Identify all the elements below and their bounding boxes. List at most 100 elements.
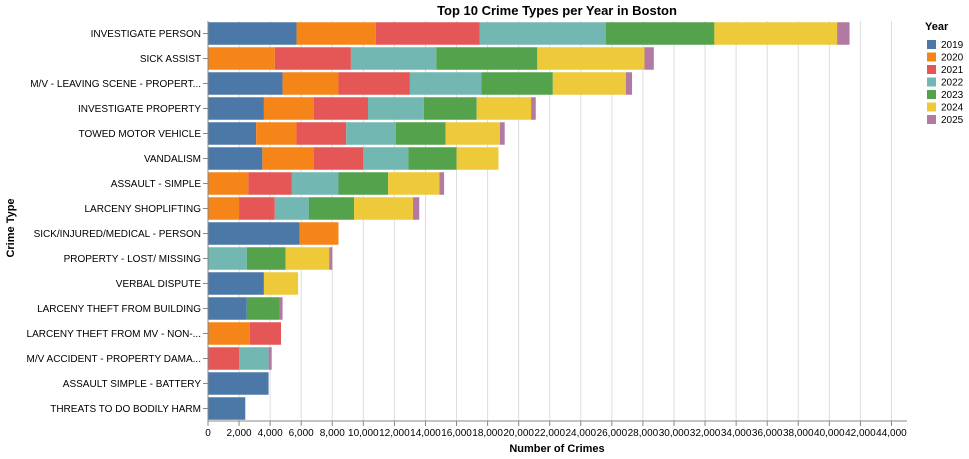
y-tick-label: LARCENY SHOPLIFTING bbox=[84, 204, 201, 215]
x-tick-label: 38,000 bbox=[783, 428, 814, 439]
bars bbox=[208, 22, 850, 420]
x-tick-label: 8,000 bbox=[320, 428, 345, 439]
bar-2024 bbox=[445, 122, 501, 145]
bar-2020 bbox=[208, 322, 250, 345]
bar-2022 bbox=[409, 72, 482, 95]
x-tick-label: 10,000 bbox=[348, 428, 379, 439]
bar-2022 bbox=[363, 147, 409, 170]
y-tick-label: TOWED MOTOR VEHICLE bbox=[79, 129, 202, 140]
bar-2019 bbox=[208, 97, 264, 120]
bar-2022 bbox=[274, 197, 309, 220]
bar-2019 bbox=[208, 22, 297, 45]
x-tick-label: 4,000 bbox=[258, 428, 283, 439]
x-axis-title: Number of Crimes bbox=[509, 443, 604, 455]
bar-2023 bbox=[338, 172, 389, 195]
y-tick-label: VERBAL DISPUTE bbox=[116, 279, 202, 290]
bar-2025 bbox=[279, 297, 283, 320]
x-tick-label: 30,000 bbox=[659, 428, 690, 439]
y-tick-label: INVESTIGATE PROPERTY bbox=[78, 104, 201, 115]
bar-2025 bbox=[531, 97, 536, 120]
x-tick-label: 0 bbox=[205, 428, 211, 439]
x-tick-label: 14,000 bbox=[410, 428, 441, 439]
bar-2023 bbox=[605, 22, 715, 45]
x-tick-label: 36,000 bbox=[752, 428, 783, 439]
legend-swatch-2020 bbox=[927, 52, 936, 62]
legend-label-2019: 2019 bbox=[941, 40, 964, 51]
y-tick-label: M/V ACCIDENT - PROPERTY DAMA... bbox=[27, 354, 201, 365]
x-tick-label: 28,000 bbox=[628, 428, 659, 439]
bar-2023 bbox=[423, 97, 477, 120]
legend-label-2023: 2023 bbox=[941, 90, 964, 101]
bar-2019 bbox=[208, 272, 264, 295]
bar-2023 bbox=[481, 72, 553, 95]
bar-2019 bbox=[208, 397, 246, 420]
bar-2021 bbox=[313, 147, 364, 170]
bar-2021 bbox=[296, 122, 347, 145]
bar-2025 bbox=[644, 47, 654, 70]
bar-2019 bbox=[208, 222, 300, 245]
bar-2021 bbox=[249, 322, 282, 345]
bar-2025 bbox=[500, 122, 505, 145]
y-tick-label: PROPERTY - LOST/ MISSING bbox=[64, 254, 202, 265]
y-tick-label: LARCENY THEFT FROM BUILDING bbox=[37, 304, 201, 315]
legend-label-2024: 2024 bbox=[941, 103, 964, 114]
y-tick-label: ASSAULT SIMPLE - BATTERY bbox=[63, 379, 202, 390]
bar-2024 bbox=[285, 247, 330, 270]
y-tick-label: SICK/INJURED/MEDICAL - PERSON bbox=[34, 229, 201, 240]
y-tick-label: LARCENY THEFT FROM MV - NON-... bbox=[27, 329, 201, 340]
x-tick-label: 44,000 bbox=[876, 428, 907, 439]
bar-2020 bbox=[208, 47, 275, 70]
bar-2021 bbox=[313, 97, 368, 120]
bar-2025 bbox=[413, 197, 420, 220]
bar-2025 bbox=[439, 172, 445, 195]
bar-2024 bbox=[537, 47, 645, 70]
legend-swatch-2021 bbox=[927, 65, 936, 74]
x-tick-label: 6,000 bbox=[289, 428, 314, 439]
legend-swatch-2025 bbox=[927, 115, 936, 124]
x-tick-label: 18,000 bbox=[472, 428, 503, 439]
legend-swatch-2022 bbox=[927, 77, 936, 87]
x-tick-label: 40,000 bbox=[814, 428, 845, 439]
bar-2020 bbox=[208, 197, 240, 220]
bar-2019 bbox=[208, 72, 283, 95]
bar-2022 bbox=[208, 247, 247, 270]
legend-swatch-2019 bbox=[927, 40, 936, 49]
bar-2021 bbox=[239, 197, 275, 220]
x-tick-label: 24,000 bbox=[566, 428, 597, 439]
y-tick-label: INVESTIGATE PERSON bbox=[91, 29, 201, 40]
bar-2025 bbox=[329, 247, 333, 270]
bar-2019 bbox=[208, 297, 247, 320]
bar-2019 bbox=[208, 122, 257, 145]
legend-label-2025: 2025 bbox=[941, 115, 964, 126]
x-tick-label: 32,000 bbox=[690, 428, 721, 439]
bar-2020 bbox=[296, 22, 376, 45]
y-tick-label: VANDALISM bbox=[144, 154, 201, 165]
bar-2020 bbox=[256, 122, 297, 145]
bar-2021 bbox=[274, 47, 351, 70]
bar-2024 bbox=[263, 272, 299, 295]
bar-2019 bbox=[208, 372, 269, 395]
bar-2020 bbox=[299, 222, 339, 245]
y-tick-label: SICK ASSIST bbox=[140, 54, 201, 65]
x-tick-label: 16,000 bbox=[441, 428, 472, 439]
bar-2020 bbox=[282, 72, 339, 95]
bar-2024 bbox=[552, 72, 626, 95]
chart-title: Top 10 Crime Types per Year in Boston bbox=[437, 3, 677, 18]
x-tick-label: 2,000 bbox=[227, 428, 252, 439]
bar-2025 bbox=[268, 347, 272, 370]
bar-2021 bbox=[208, 347, 240, 370]
bar-2020 bbox=[208, 172, 249, 195]
bar-2022 bbox=[239, 347, 269, 370]
bar-2022 bbox=[479, 22, 606, 45]
bar-2022 bbox=[291, 172, 339, 195]
legend-label-2022: 2022 bbox=[941, 78, 964, 89]
bar-2022 bbox=[350, 47, 437, 70]
legend-swatch-2024 bbox=[927, 102, 936, 112]
bar-2023 bbox=[246, 247, 286, 270]
bar-2023 bbox=[436, 47, 538, 70]
x-tick-label: 20,000 bbox=[503, 428, 534, 439]
legend-title: Year bbox=[925, 21, 949, 33]
bar-2021 bbox=[375, 22, 480, 45]
legend-swatch-2023 bbox=[927, 90, 936, 99]
